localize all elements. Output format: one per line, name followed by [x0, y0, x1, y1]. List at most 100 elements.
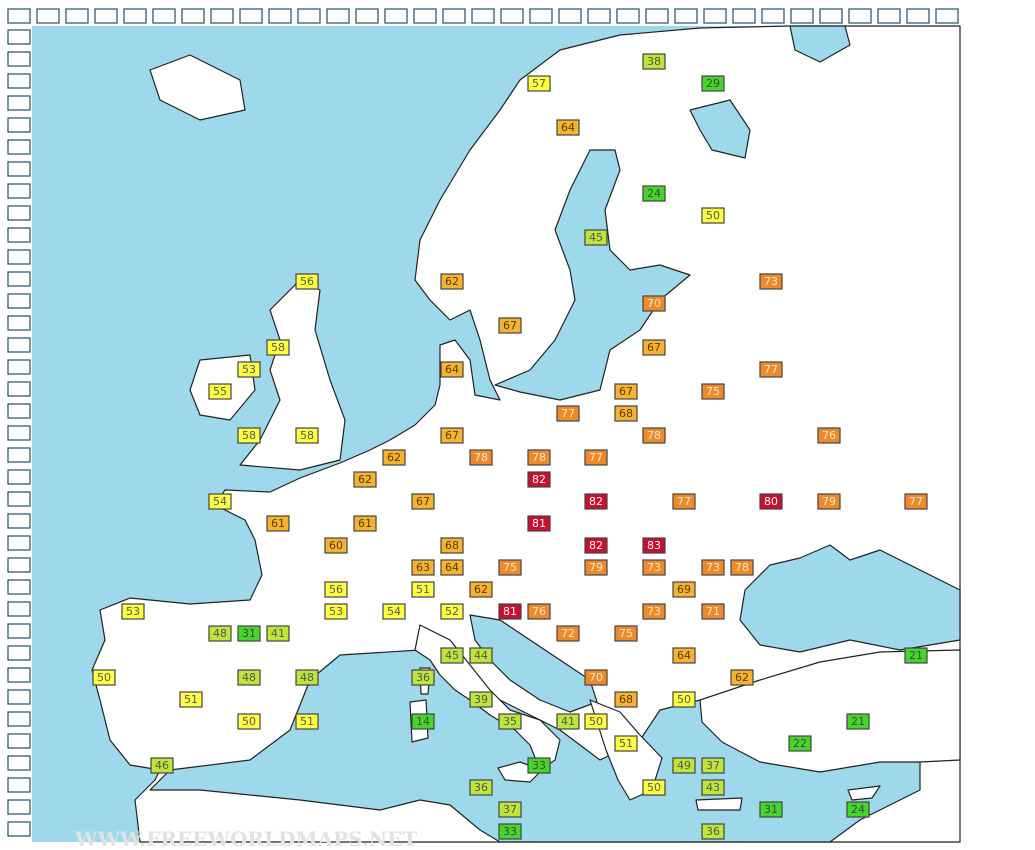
- grid-cell-button[interactable]: [413, 8, 437, 24]
- value-box: [411, 669, 435, 686]
- grid-cell-button[interactable]: [7, 359, 31, 375]
- value-label: 67: [619, 385, 633, 398]
- value-box: [672, 691, 696, 708]
- grid-cell-button[interactable]: [7, 337, 31, 353]
- grid-cell-button[interactable]: [7, 623, 31, 639]
- grid-cell-button[interactable]: [7, 469, 31, 485]
- grid-cell-button[interactable]: [587, 8, 611, 24]
- grid-cell-button[interactable]: [848, 8, 872, 24]
- grid-cell-button[interactable]: [7, 667, 31, 683]
- value-label: 56: [329, 583, 343, 596]
- value-box: [179, 691, 203, 708]
- value-label: 77: [589, 451, 603, 464]
- value-box: [353, 515, 377, 532]
- grid-cell-button[interactable]: [7, 645, 31, 661]
- grid-cell-button[interactable]: [7, 601, 31, 617]
- grid-cell-button[interactable]: [7, 183, 31, 199]
- white-sea: [689, 99, 751, 159]
- value-box: [642, 559, 666, 576]
- grid-cell-button[interactable]: [210, 8, 234, 24]
- value-label: 62: [358, 473, 372, 486]
- grid-cell-button[interactable]: [7, 293, 31, 309]
- grid-cell-button[interactable]: [355, 8, 379, 24]
- grid-cell-button[interactable]: [616, 8, 640, 24]
- grid-cell-button[interactable]: [7, 227, 31, 243]
- grid-cell-button[interactable]: [7, 689, 31, 705]
- value-label: 48: [213, 627, 227, 640]
- grid-cell-button[interactable]: [7, 535, 31, 551]
- grid-cell-button[interactable]: [7, 579, 31, 595]
- value-box: [498, 317, 522, 334]
- value-box: [498, 559, 522, 576]
- value-label: 64: [445, 363, 459, 376]
- value-box: [614, 691, 638, 708]
- grid-cell-button[interactable]: [239, 8, 263, 24]
- grid-cell-button[interactable]: [7, 139, 31, 155]
- grid-cell-button[interactable]: [7, 755, 31, 771]
- grid-cell-button[interactable]: [819, 8, 843, 24]
- grid-cell-button[interactable]: [471, 8, 495, 24]
- grid-cell-button[interactable]: [674, 8, 698, 24]
- grid-cell-button[interactable]: [7, 557, 31, 573]
- grid-cell-button[interactable]: [7, 447, 31, 463]
- grid-cell-button[interactable]: [36, 8, 60, 24]
- grid-cell-button[interactable]: [761, 8, 785, 24]
- grid-cell-button[interactable]: [268, 8, 292, 24]
- grid-cell-button[interactable]: [7, 425, 31, 441]
- grid-cell-button[interactable]: [7, 491, 31, 507]
- grid-cell-button[interactable]: [703, 8, 727, 24]
- value-label: 64: [445, 561, 459, 574]
- black-sea: [739, 544, 961, 653]
- value-label: 45: [445, 649, 459, 662]
- value-box: [440, 647, 464, 664]
- grid-cell-button[interactable]: [7, 95, 31, 111]
- grid-cell-button[interactable]: [7, 403, 31, 419]
- grid-cell-button[interactable]: [442, 8, 466, 24]
- grid-cell-button[interactable]: [732, 8, 756, 24]
- grid-cell-button[interactable]: [7, 161, 31, 177]
- value-box: [469, 449, 493, 466]
- value-box: [904, 647, 928, 664]
- grid-cell-button[interactable]: [94, 8, 118, 24]
- grid-cell-button[interactable]: [326, 8, 350, 24]
- grid-cell-button[interactable]: [7, 117, 31, 133]
- grid-cell-button[interactable]: [152, 8, 176, 24]
- grid-cell-button[interactable]: [645, 8, 669, 24]
- value-box: [266, 339, 290, 356]
- grid-cell-button[interactable]: [123, 8, 147, 24]
- grid-cell-button[interactable]: [558, 8, 582, 24]
- grid-cell-button[interactable]: [7, 51, 31, 67]
- grid-cell-button[interactable]: [7, 29, 31, 45]
- grid-cell-button[interactable]: [7, 733, 31, 749]
- grid-cell-button[interactable]: [7, 381, 31, 397]
- grid-cell-button[interactable]: [935, 8, 959, 24]
- grid-cell-button[interactable]: [384, 8, 408, 24]
- value-label: 82: [589, 539, 603, 552]
- grid-cell-button[interactable]: [529, 8, 553, 24]
- grid-cell-button[interactable]: [906, 8, 930, 24]
- grid-cell-button[interactable]: [7, 315, 31, 331]
- value-label: 81: [503, 605, 517, 618]
- grid-cell-button[interactable]: [65, 8, 89, 24]
- grid-cell-button[interactable]: [7, 711, 31, 727]
- grid-cell-button[interactable]: [7, 513, 31, 529]
- grid-cell-button[interactable]: [7, 799, 31, 815]
- grid-cell-button[interactable]: [7, 8, 31, 24]
- grid-cell-button[interactable]: [297, 8, 321, 24]
- grid-cell-button[interactable]: [7, 205, 31, 221]
- grid-cell-button[interactable]: [7, 271, 31, 287]
- value-box: [730, 669, 754, 686]
- value-label: 62: [735, 671, 749, 684]
- value-box: [904, 493, 928, 510]
- grid-cell-button[interactable]: [181, 8, 205, 24]
- grid-cell-button[interactable]: [790, 8, 814, 24]
- value-box: [527, 449, 551, 466]
- value-label: 67: [503, 319, 517, 332]
- grid-cell-button[interactable]: [7, 73, 31, 89]
- grid-cell-button[interactable]: [877, 8, 901, 24]
- value-label: 57: [532, 77, 546, 90]
- grid-cell-button[interactable]: [7, 777, 31, 793]
- grid-cell-button[interactable]: [7, 821, 31, 837]
- grid-cell-button[interactable]: [500, 8, 524, 24]
- grid-cell-button[interactable]: [7, 249, 31, 265]
